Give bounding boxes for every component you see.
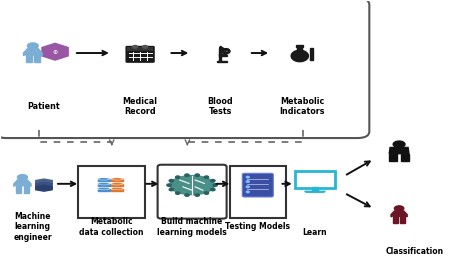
Text: Medical
Record: Medical Record: [123, 97, 158, 116]
Ellipse shape: [98, 185, 110, 187]
Circle shape: [18, 175, 27, 180]
Polygon shape: [217, 61, 227, 62]
Ellipse shape: [169, 175, 215, 195]
Polygon shape: [36, 179, 52, 185]
Polygon shape: [400, 216, 405, 223]
Circle shape: [195, 194, 200, 196]
Polygon shape: [24, 186, 29, 193]
Polygon shape: [219, 54, 226, 55]
Circle shape: [246, 181, 249, 182]
Circle shape: [169, 188, 173, 191]
Circle shape: [393, 141, 405, 148]
FancyBboxPatch shape: [242, 173, 273, 197]
Ellipse shape: [111, 188, 123, 190]
FancyBboxPatch shape: [128, 47, 153, 51]
Ellipse shape: [98, 178, 110, 180]
Circle shape: [246, 191, 249, 193]
Text: Metabolic
data collection: Metabolic data collection: [79, 217, 144, 237]
Circle shape: [175, 192, 180, 194]
Text: Learn: Learn: [303, 228, 327, 237]
Circle shape: [213, 184, 217, 186]
Polygon shape: [42, 43, 68, 60]
Text: Patient: Patient: [27, 102, 60, 111]
Ellipse shape: [111, 183, 123, 185]
Ellipse shape: [111, 190, 123, 192]
Ellipse shape: [98, 183, 110, 185]
Text: Build machine
learning models: Build machine learning models: [157, 217, 227, 237]
Text: ⊕: ⊕: [53, 50, 58, 55]
Text: Metabolic
Indicators: Metabolic Indicators: [280, 97, 325, 116]
Text: Blood
Tests: Blood Tests: [208, 97, 233, 116]
Polygon shape: [34, 55, 40, 63]
Polygon shape: [391, 211, 394, 217]
Text: Machine
learning
engineer: Machine learning engineer: [14, 212, 52, 242]
Circle shape: [204, 176, 209, 178]
Polygon shape: [14, 180, 18, 186]
Circle shape: [185, 194, 189, 196]
Polygon shape: [24, 49, 27, 56]
Polygon shape: [36, 182, 52, 188]
Circle shape: [133, 45, 137, 48]
FancyBboxPatch shape: [78, 165, 146, 218]
Polygon shape: [312, 187, 318, 191]
Circle shape: [185, 174, 189, 176]
Ellipse shape: [310, 59, 312, 60]
Circle shape: [175, 176, 180, 178]
Polygon shape: [27, 180, 31, 186]
FancyBboxPatch shape: [126, 46, 155, 63]
Circle shape: [211, 188, 215, 191]
Polygon shape: [219, 47, 227, 52]
Ellipse shape: [111, 178, 123, 180]
Polygon shape: [219, 48, 221, 61]
Circle shape: [211, 180, 215, 182]
FancyBboxPatch shape: [157, 165, 227, 219]
Polygon shape: [404, 211, 407, 217]
Polygon shape: [16, 180, 29, 186]
Ellipse shape: [111, 180, 123, 182]
Polygon shape: [111, 179, 123, 181]
Polygon shape: [305, 191, 325, 192]
Circle shape: [246, 176, 249, 178]
Polygon shape: [393, 211, 405, 216]
Polygon shape: [310, 48, 312, 60]
Polygon shape: [291, 50, 309, 62]
Ellipse shape: [111, 185, 123, 187]
Polygon shape: [111, 184, 123, 186]
Polygon shape: [219, 55, 227, 56]
Circle shape: [246, 186, 249, 188]
Polygon shape: [401, 154, 409, 160]
Text: Classification: Classification: [385, 247, 443, 256]
Circle shape: [204, 192, 209, 194]
FancyBboxPatch shape: [0, 0, 369, 138]
Circle shape: [143, 45, 147, 48]
Polygon shape: [98, 179, 110, 181]
Circle shape: [27, 43, 38, 49]
Polygon shape: [26, 55, 32, 63]
Polygon shape: [393, 216, 398, 223]
Polygon shape: [98, 184, 110, 186]
Circle shape: [167, 184, 171, 186]
Polygon shape: [98, 189, 110, 191]
Ellipse shape: [98, 188, 110, 190]
FancyBboxPatch shape: [230, 165, 286, 218]
Polygon shape: [389, 154, 397, 160]
Polygon shape: [389, 148, 409, 154]
Ellipse shape: [98, 190, 110, 192]
Polygon shape: [296, 45, 303, 47]
Circle shape: [169, 180, 173, 182]
Polygon shape: [26, 49, 40, 55]
Ellipse shape: [98, 180, 110, 182]
FancyBboxPatch shape: [295, 171, 335, 188]
Polygon shape: [36, 185, 52, 191]
Circle shape: [394, 206, 404, 211]
Circle shape: [195, 174, 200, 176]
Polygon shape: [38, 49, 42, 56]
Polygon shape: [297, 47, 302, 50]
Polygon shape: [16, 186, 21, 193]
Polygon shape: [111, 189, 123, 191]
Text: Testing Models: Testing Models: [225, 222, 290, 231]
